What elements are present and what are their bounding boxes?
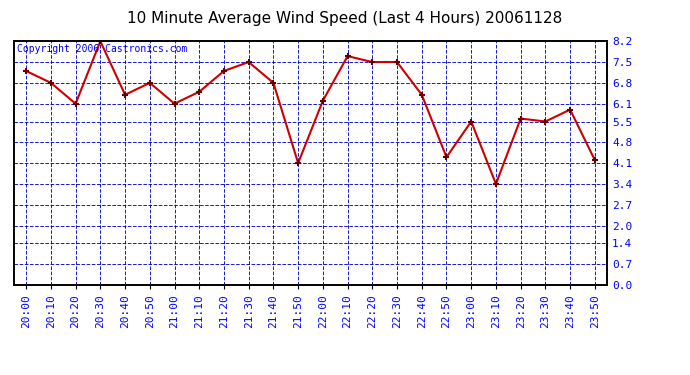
Text: Copyright 2006 Castronics.com: Copyright 2006 Castronics.com bbox=[17, 44, 187, 54]
Text: 10 Minute Average Wind Speed (Last 4 Hours) 20061128: 10 Minute Average Wind Speed (Last 4 Hou… bbox=[128, 11, 562, 26]
